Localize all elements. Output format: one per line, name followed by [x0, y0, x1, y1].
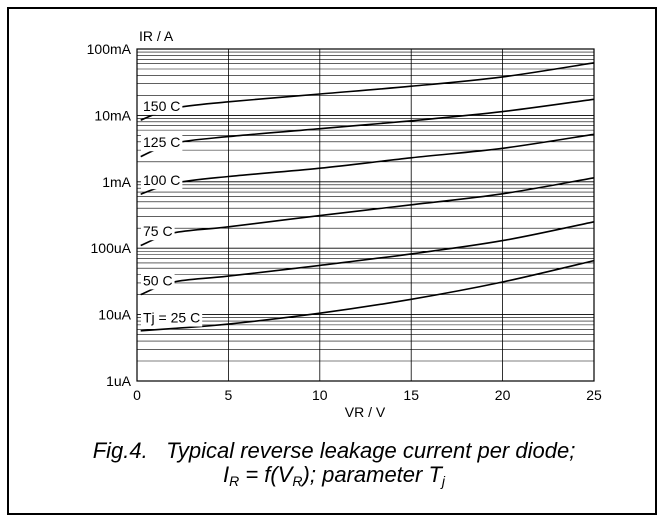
series-line	[140, 62, 595, 121]
formula-end: ); parameter T	[302, 462, 442, 487]
formula-v-sub: R	[292, 473, 303, 489]
plot-border	[136, 48, 595, 382]
figure-frame: 150 C 125 C 100 C 75 C 50 C Tj = 25 C 1uA 10uA…	[7, 7, 657, 515]
series-labels: 150 C 125 C 100 C 75 C 50 C Tj = 25 C	[141, 96, 203, 327]
x-tick-label: 0	[133, 387, 141, 403]
y-tick-label: 10uA	[98, 307, 131, 323]
caption-title: Typical reverse leakage current per diod…	[166, 438, 576, 463]
leakage-chart: 150 C 125 C 100 C 75 C 50 C Tj = 25 C 1uA 10uA…	[87, 28, 602, 420]
series-label-bg	[141, 133, 183, 152]
y-tick-label: 10mA	[94, 107, 131, 123]
y-tick-label: 100uA	[91, 240, 132, 256]
series-line	[140, 259, 595, 332]
x-tick-label: 5	[225, 387, 233, 403]
formula-t-sub: j	[441, 473, 446, 489]
series-line	[140, 221, 595, 296]
x-tick-label: 15	[403, 387, 419, 403]
caption-line-2: IR = f(VR); parameter Tj	[9, 463, 659, 493]
y-tick-label: 1mA	[102, 174, 131, 190]
series-label-bg	[141, 96, 183, 115]
series-label: 100 C	[143, 172, 180, 188]
series-label: 150 C	[143, 98, 180, 114]
series-line	[140, 177, 595, 247]
series-label: Tj = 25 C	[143, 310, 200, 326]
series-line	[140, 133, 595, 195]
x-tick-label: 20	[495, 387, 511, 403]
series-label: 50 C	[143, 272, 173, 288]
x-tick-label: 10	[312, 387, 328, 403]
y-axis-label: IR / A	[139, 28, 174, 44]
series-label-bg	[141, 222, 175, 241]
series-label-bg	[141, 271, 175, 290]
formula-i: I	[222, 462, 230, 487]
y-tick-label: 1uA	[106, 373, 132, 389]
series-label-bg	[141, 308, 203, 327]
caption-line-1: Fig.4. Typical reverse leakage current p…	[9, 439, 659, 463]
series-label: 125 C	[143, 134, 180, 150]
grid	[136, 48, 595, 382]
figure-label: Fig.4.	[92, 438, 148, 463]
series-label-bg	[141, 171, 183, 190]
figure-caption: Fig.4. Typical reverse leakage current p…	[9, 439, 659, 493]
series-label: 75 C	[143, 223, 173, 239]
formula-i-sub: R	[229, 473, 240, 489]
x-axis-label: VR / V	[345, 404, 386, 420]
formula-mid: = f(V	[239, 462, 293, 487]
y-tick-label: 100mA	[87, 41, 132, 57]
tick-labels: 1uA 10uA 100uA 1mA 10mA 100mA 0 5 10 15 20 25	[87, 41, 602, 403]
axes	[136, 48, 595, 382]
series-line	[140, 98, 595, 158]
x-tick-label: 25	[586, 387, 602, 403]
